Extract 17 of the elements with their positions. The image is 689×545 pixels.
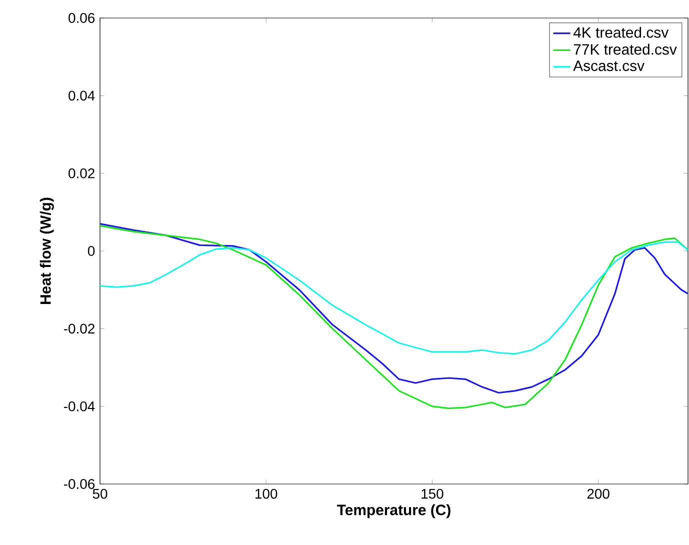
y-tick-label: 0 <box>88 246 95 256</box>
x-axis-title: Temperature (C) <box>337 504 450 518</box>
line-series <box>100 241 688 355</box>
legend-label: 4K treated.csv <box>573 26 669 38</box>
x-tick-label: 50 <box>92 488 108 499</box>
legend-label: Ascast.csv <box>573 60 644 72</box>
x-tick-label: 200 <box>587 488 610 499</box>
x-tick-label: 100 <box>256 488 278 499</box>
legend-label: 77K treated.csv <box>574 44 677 55</box>
y-tick-label: -0.04 <box>64 401 95 412</box>
y-tick-label: 0.02 <box>68 168 94 178</box>
y-tick-label: 0.04 <box>68 90 95 101</box>
x-tick-label: 150 <box>422 488 444 499</box>
y-tick-label: -0.02 <box>64 324 94 334</box>
y-tick-label: 0.06 <box>68 13 95 23</box>
y-tick-label: -0.06 <box>64 479 95 489</box>
y-axis-title: Heat flow (W/g) <box>40 198 54 304</box>
